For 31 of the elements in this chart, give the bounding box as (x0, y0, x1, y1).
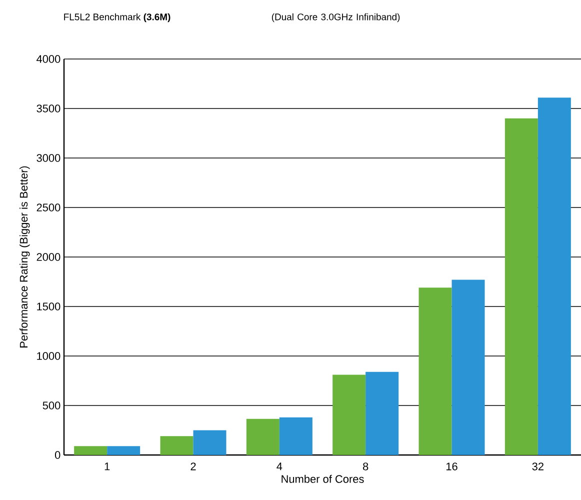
x-tick-label: 2 (190, 462, 196, 470)
x-tick-label: 8 (363, 462, 368, 470)
bar (107, 446, 140, 455)
y-tick-label: 3000 (36, 154, 60, 162)
bar (366, 372, 399, 455)
bar (538, 98, 571, 455)
y-tick-label: 500 (42, 402, 60, 410)
bar (193, 430, 226, 455)
bar (418, 288, 452, 455)
x-tick-label: 16 (446, 462, 458, 470)
y-tick-label: 4000 (36, 55, 60, 63)
x-axis-title: Number of Cores (282, 474, 364, 483)
y-axis-title: Performance Rating (Bigger is Better) (20, 166, 30, 348)
bar (160, 436, 194, 455)
bar (452, 280, 485, 455)
y-tick-label: 2000 (36, 253, 60, 261)
bar (279, 417, 312, 455)
x-tick-label: 32 (532, 462, 544, 470)
x-tick-label: 1 (104, 462, 110, 470)
bar (246, 418, 280, 455)
bar (74, 446, 108, 455)
y-tick-label: 3500 (36, 104, 60, 112)
bar (504, 118, 538, 455)
bar (332, 374, 366, 455)
y-tick-label: 1000 (37, 352, 60, 360)
chart-subtitle: (Dual Core 3.0GHz Infiniband) (272, 13, 400, 22)
y-tick-label: 1500 (37, 302, 60, 310)
x-tick-label: 4 (276, 462, 282, 470)
y-tick-label: 0 (54, 451, 60, 459)
y-tick-label: 2500 (36, 204, 60, 212)
chart-title: FL5L2 Benchmark (3.6M) (64, 13, 170, 22)
